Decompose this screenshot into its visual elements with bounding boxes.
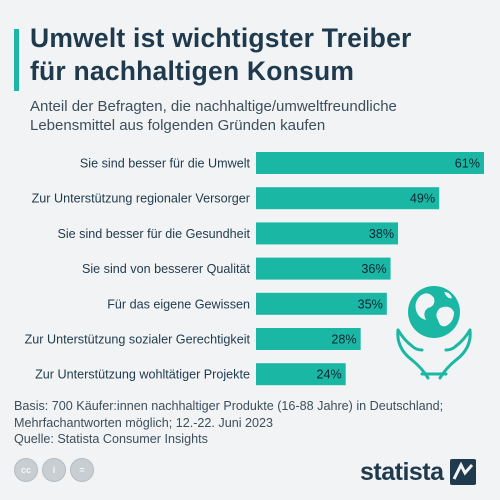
footer-source: Quelle: Statista Consumer Insights xyxy=(14,432,208,446)
category-label: Sie sind besser für die Umwelt xyxy=(80,157,251,171)
value-label: 49% xyxy=(410,192,435,206)
value-label: 61% xyxy=(455,157,480,171)
category-label: Sie sind besser für die Gesundheit xyxy=(57,227,250,241)
no-derivatives-icon-glyph: = xyxy=(79,465,85,475)
footer-basis-line-2: Mehrfachantworten möglich; 12.-22. Juni … xyxy=(14,415,274,430)
statista-logo-icon xyxy=(449,459,476,485)
value-label: 24% xyxy=(316,368,341,382)
value-label: 28% xyxy=(331,333,356,347)
cc-icon[interactable]: cc xyxy=(14,458,38,482)
bar[interactable] xyxy=(256,222,399,245)
chart-subtitle: Anteil der Befragten, die nachhaltige/um… xyxy=(30,97,490,135)
category-label: Zur Unterstützung sozialer Gerechtigkeit xyxy=(25,333,251,347)
statista-logo[interactable]: statista xyxy=(360,456,476,488)
subtitle-line-2: Lebensmittel aus folgenden Gründen kaufe… xyxy=(30,117,326,134)
chart-title: Umwelt ist wichtigster Treiber für nachh… xyxy=(30,22,490,88)
title-line-2: für nachhaltigen Konsum xyxy=(30,56,355,86)
footer-basis-line-1: Basis: 700 Käufer:innen nachhaltiger Pro… xyxy=(14,399,444,413)
category-label: Zur Unterstützung wohltätiger Projekte xyxy=(35,368,250,382)
category-label: Zur Unterstützung regionaler Versorger xyxy=(32,192,250,206)
no-derivatives-icon[interactable]: = xyxy=(70,458,94,482)
value-label: 38% xyxy=(369,227,394,241)
title-line-1: Umwelt ist wichtigster Treiber xyxy=(30,23,412,53)
bar[interactable] xyxy=(256,292,387,315)
subtitle-line-1: Anteil der Befragten, die nachhaltige/um… xyxy=(30,98,397,115)
category-label: Sie sind von besserer Qualität xyxy=(82,262,251,276)
value-label: 35% xyxy=(358,297,383,311)
license-icons: cc i = xyxy=(14,458,94,484)
attribution-icon[interactable]: i xyxy=(42,458,66,482)
category-label: Für das eigene Gewissen xyxy=(107,297,250,311)
chart-footer: Basis: 700 Käufer:innen nachhaltiger Pro… xyxy=(14,398,484,448)
globe-in-hands-icon xyxy=(396,286,472,380)
bar[interactable] xyxy=(256,363,346,386)
cc-icon-glyph: cc xyxy=(20,465,31,475)
bar[interactable] xyxy=(256,257,391,280)
bar[interactable] xyxy=(256,152,484,174)
title-accent-bar xyxy=(14,29,19,91)
bar[interactable] xyxy=(256,187,440,210)
bar-chart: Sie sind besser für die Umwelt 61% Zur Unt… xyxy=(25,152,484,386)
bar[interactable] xyxy=(256,328,361,350)
attribution-icon-glyph: i xyxy=(52,465,56,475)
logo-text: statista xyxy=(360,457,444,486)
value-label: 36% xyxy=(361,262,386,276)
